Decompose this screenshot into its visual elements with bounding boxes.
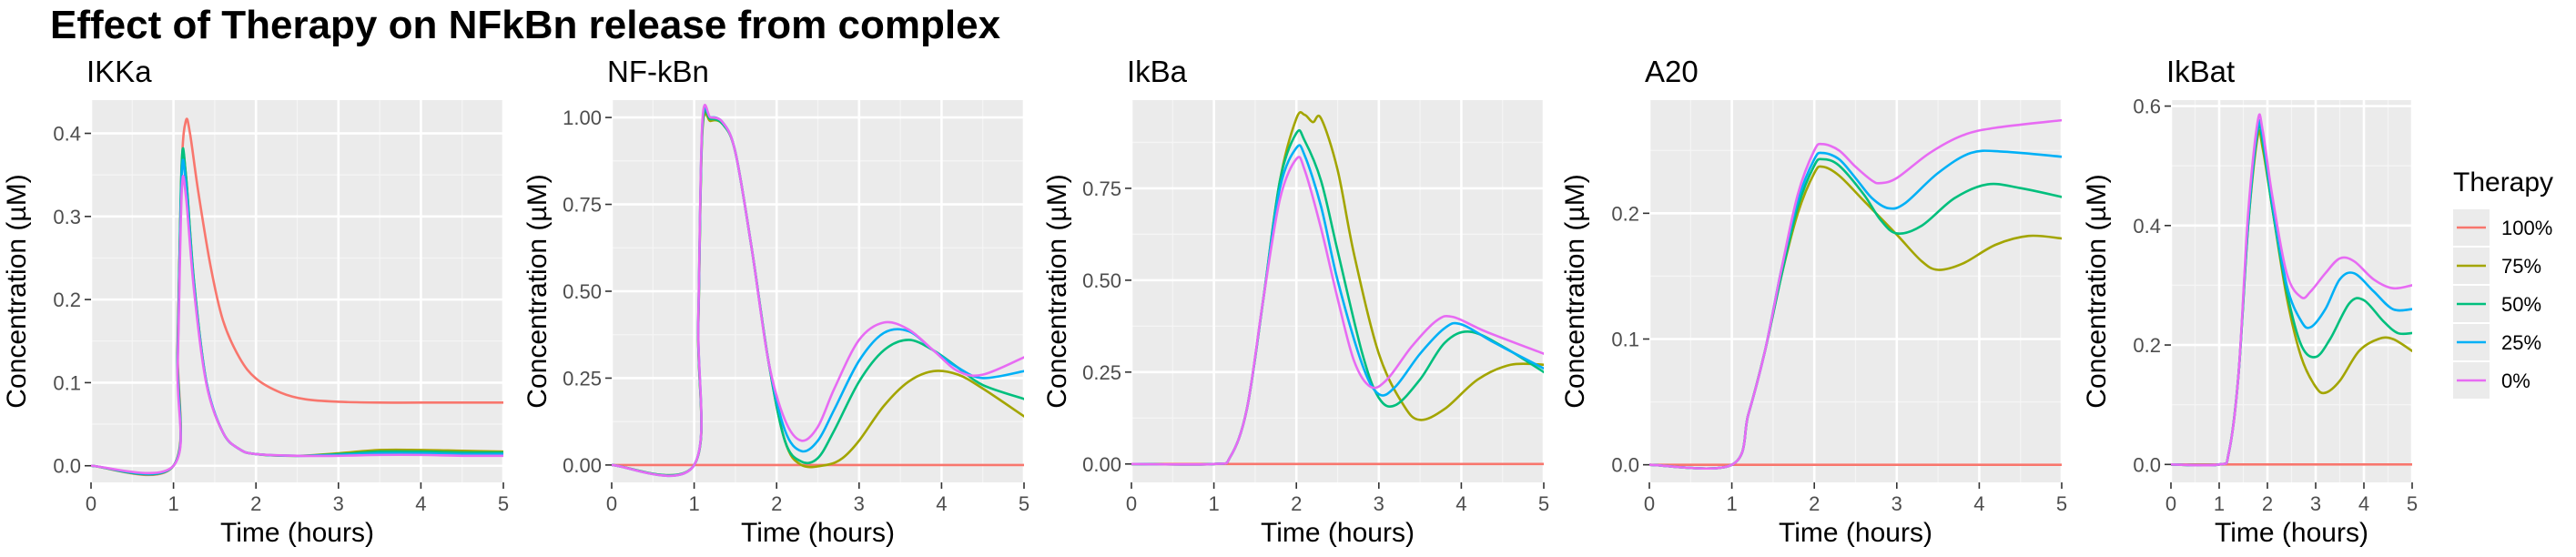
x-tick-label: 1 — [1208, 492, 1219, 515]
legend-label: 0% — [2501, 370, 2530, 392]
series-group — [612, 104, 1024, 478]
x-tick-label: 2 — [771, 492, 782, 515]
panel-3: 0 1 2 3 4 5 0.00 0.25 0.50 0.75 IkBa Time (hours) Co… — [1042, 55, 1549, 548]
panel-1: 0 1 2 3 4 5 0.0 0.1 0.2 0.3 0.4 IKKa Time (hours) Con… — [2, 55, 509, 548]
x-tick-label: 3 — [1374, 492, 1384, 515]
x-tick-label: 5 — [2056, 492, 2067, 515]
x-tick-label: 5 — [1019, 492, 1029, 515]
series-group — [1649, 118, 2062, 471]
y-tick-label: 0.75 — [1082, 177, 1121, 200]
legend-label: 75% — [2501, 255, 2541, 278]
panel-title: IkBat — [2166, 55, 2235, 88]
y-tick-label: 0.1 — [53, 371, 81, 394]
y-tick-label: 0.4 — [2133, 215, 2161, 238]
y-tick-label: 0.00 — [563, 454, 602, 477]
x-tick-label: 4 — [1455, 492, 1466, 515]
x-tick-label: 1 — [1726, 492, 1737, 515]
y-tick-label: 0.6 — [2133, 96, 2161, 118]
series-line-0pct — [612, 104, 1024, 478]
legend-label: 50% — [2501, 293, 2541, 316]
y-axis-label: Concentration (µM) — [522, 174, 553, 408]
x-tick-label: 4 — [415, 492, 426, 515]
y-axis-label: Concentration (µM) — [1042, 174, 1072, 408]
legend-label: 100% — [2501, 217, 2552, 239]
y-tick-label: 0.2 — [53, 289, 81, 311]
y-tick-label: 0.0 — [53, 455, 81, 478]
series-line-0pct — [91, 175, 503, 475]
x-tick-label: 1 — [167, 492, 178, 515]
legend: Therapy 100% 75% 50% 25% 0% — [2453, 167, 2553, 399]
y-tick-label: 0.3 — [53, 206, 81, 228]
x-tick-label: 3 — [333, 492, 344, 515]
y-tick-label: 0.25 — [563, 367, 602, 390]
legend-label: 25% — [2501, 331, 2541, 354]
series-line-0pct — [1649, 118, 2062, 471]
x-tick-label: 2 — [2262, 492, 2273, 515]
x-axis-label: Time (hours) — [2215, 518, 2368, 548]
x-tick-label: 4 — [936, 492, 947, 515]
x-tick-label: 3 — [854, 492, 865, 515]
series-group — [91, 117, 503, 477]
figure-title: Effect of Therapy on NFkBn release from … — [50, 3, 1001, 47]
y-tick-label: 0.0 — [1611, 454, 1639, 477]
x-tick-label: 5 — [1538, 492, 1549, 515]
x-tick-label: 5 — [498, 492, 509, 515]
series-line-0pct — [1131, 156, 1544, 466]
x-tick-label: 4 — [1973, 492, 1984, 515]
legend-item: 25% — [2453, 324, 2541, 360]
legend-item: 100% — [2453, 209, 2552, 246]
y-axis-label: Concentration (µM) — [1560, 174, 1590, 408]
y-tick-label: 1.00 — [563, 106, 602, 129]
y-tick-label: 0.2 — [2133, 334, 2161, 357]
series-group — [1131, 111, 1544, 466]
x-axis-label: Time (hours) — [1261, 518, 1415, 548]
x-tick-label: 0 — [1126, 492, 1137, 515]
x-tick-label: 5 — [2407, 492, 2418, 515]
series-line-0pct — [2171, 113, 2412, 467]
panel-title: NF-kBn — [607, 55, 709, 88]
y-tick-label: 0.50 — [563, 280, 602, 303]
series-group — [2171, 113, 2412, 467]
x-tick-label: 0 — [1644, 492, 1655, 515]
x-tick-label: 0 — [86, 492, 96, 515]
x-tick-label: 4 — [2358, 492, 2369, 515]
y-tick-label: 0.1 — [1611, 329, 1639, 351]
x-tick-label: 0 — [2165, 492, 2176, 515]
x-axis-label: Time (hours) — [741, 518, 895, 548]
x-tick-label: 3 — [1891, 492, 1902, 515]
y-tick-label: 0.25 — [1082, 361, 1121, 384]
y-tick-label: 0.4 — [53, 123, 81, 146]
x-tick-label: 1 — [2214, 492, 2225, 515]
y-tick-label: 0.00 — [1082, 453, 1121, 476]
x-axis-label: Time (hours) — [220, 518, 374, 548]
x-tick-label: 1 — [688, 492, 699, 515]
x-axis-label: Time (hours) — [1779, 518, 1932, 548]
panels: 0 1 2 3 4 5 0.0 0.1 0.2 0.3 0.4 IKKa Time (hours) Con… — [2, 55, 2418, 548]
panel-4: 0 1 2 3 4 5 0.0 0.1 0.2 A20 Time (hours) Concentrat… — [1560, 55, 2067, 548]
y-tick-label: 0.50 — [1082, 269, 1121, 292]
y-tick-label: 0.75 — [563, 194, 602, 217]
x-tick-label: 2 — [250, 492, 261, 515]
legend-items: 100% 75% 50% 25% 0% — [2453, 209, 2552, 399]
panel-title: IkBa — [1127, 55, 1188, 88]
legend-item: 50% — [2453, 286, 2541, 322]
panel-title: A20 — [1645, 55, 1699, 88]
legend-item: 75% — [2453, 248, 2541, 284]
panel-title: IKKa — [86, 55, 152, 88]
x-tick-label: 2 — [1291, 492, 1302, 515]
y-tick-label: 0.0 — [2133, 453, 2161, 476]
x-tick-label: 0 — [606, 492, 617, 515]
y-axis-label: Concentration (µM) — [2, 174, 32, 408]
y-tick-label: 0.2 — [1611, 202, 1639, 225]
x-tick-label: 2 — [1809, 492, 1820, 515]
legend-title: Therapy — [2453, 167, 2553, 197]
legend-item: 0% — [2453, 362, 2530, 399]
x-tick-label: 3 — [2310, 492, 2321, 515]
y-axis-label: Concentration (µM) — [2082, 174, 2112, 408]
